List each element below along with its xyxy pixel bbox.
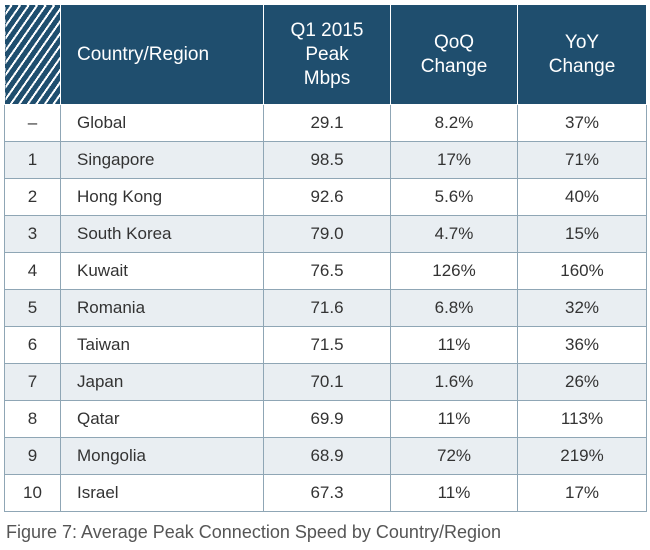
peak-mbps-cell: 68.9: [263, 437, 391, 475]
yoy-change-cell: 160%: [517, 252, 647, 290]
yoy-change-cell: 15%: [517, 215, 647, 253]
rank-cell: 4: [4, 252, 61, 290]
peak-mbps-cell: 69.9: [263, 400, 391, 438]
qoq-change-cell: 11%: [390, 474, 518, 512]
country-cell: Mongolia: [60, 437, 264, 475]
qoq-header-line: QoQ: [433, 31, 475, 53]
yoy-change-cell: 71%: [517, 141, 647, 179]
peak-mbps-cell: 71.5: [263, 326, 391, 364]
rank-cell: 7: [4, 363, 61, 401]
yoy-change-cell: 40%: [517, 178, 647, 216]
figure-caption: Figure 7: Average Peak Connection Speed …: [6, 522, 501, 542]
table-row: 2 Hong Kong 92.6 5.6% 40%: [4, 178, 647, 216]
qoq-change-cell: 4.7%: [390, 215, 518, 253]
rank-cell: 2: [4, 178, 61, 216]
peak-mbps-column-header: Q1 2015 Peak Mbps: [263, 4, 391, 105]
rank-cell: 3: [4, 215, 61, 253]
yoy-change-cell: 26%: [517, 363, 647, 401]
table-row: 4 Kuwait 76.5 126% 160%: [4, 252, 647, 290]
table-row: 8 Qatar 69.9 11% 113%: [4, 400, 647, 438]
qoq-change-cell: 72%: [390, 437, 518, 475]
table-row: 5 Romania 71.6 6.8% 32%: [4, 289, 647, 327]
country-cell: Japan: [60, 363, 264, 401]
yoy-change-cell: 32%: [517, 289, 647, 327]
table-row: 6 Taiwan 71.5 11% 36%: [4, 326, 647, 364]
peak-header-line: Peak: [305, 43, 349, 65]
table-row: 10 Israel 67.3 11% 17%: [4, 474, 647, 512]
yoy-header-line: Change: [548, 55, 616, 77]
peak-mbps-cell: 92.6: [263, 178, 391, 216]
country-cell: Qatar: [60, 400, 264, 438]
rank-cell: 1: [4, 141, 61, 179]
header-row: Country/Region Q1 2015 Peak Mbps QoQ Cha…: [4, 4, 647, 105]
qoq-change-cell: 17%: [390, 141, 518, 179]
country-cell: Singapore: [60, 141, 264, 179]
country-cell: Hong Kong: [60, 178, 264, 216]
country-cell: Taiwan: [60, 326, 264, 364]
rank-cell: 5: [4, 289, 61, 327]
yoy-change-cell: 113%: [517, 400, 647, 438]
peak-mbps-cell: 29.1: [263, 104, 391, 142]
qoq-header-line: Change: [420, 55, 488, 77]
country-cell: South Korea: [60, 215, 264, 253]
qoq-change-cell: 1.6%: [390, 363, 518, 401]
qoq-change-column-header: QoQ Change: [390, 4, 518, 105]
peak-mbps-cell: 67.3: [263, 474, 391, 512]
peak-mbps-cell: 71.6: [263, 289, 391, 327]
table-header: Country/Region Q1 2015 Peak Mbps QoQ Cha…: [4, 4, 647, 105]
rank-cell: 9: [4, 437, 61, 475]
yoy-change-cell: 37%: [517, 104, 647, 142]
qoq-change-cell: 126%: [390, 252, 518, 290]
table-row: 1 Singapore 98.5 17% 71%: [4, 141, 647, 179]
rank-cell: 6: [4, 326, 61, 364]
peak-mbps-cell: 98.5: [263, 141, 391, 179]
rank-cell: 8: [4, 400, 61, 438]
country-cell: Kuwait: [60, 252, 264, 290]
peak-speed-table: Country/Region Q1 2015 Peak Mbps QoQ Cha…: [4, 4, 647, 512]
qoq-change-cell: 8.2%: [390, 104, 518, 142]
rank-header-hatch: [4, 4, 61, 105]
yoy-change-cell: 219%: [517, 437, 647, 475]
table-row: 3 South Korea 79.0 4.7% 15%: [4, 215, 647, 253]
peak-header-line: Mbps: [303, 67, 351, 89]
yoy-header-line: YoY: [564, 31, 600, 53]
qoq-change-cell: 5.6%: [390, 178, 518, 216]
peak-header-line: Q1 2015: [290, 19, 364, 41]
qoq-change-cell: 11%: [390, 400, 518, 438]
peak-mbps-cell: 70.1: [263, 363, 391, 401]
rank-cell: 10: [4, 474, 61, 512]
qoq-change-cell: 6.8%: [390, 289, 518, 327]
yoy-change-cell: 17%: [517, 474, 647, 512]
country-cell: Israel: [60, 474, 264, 512]
country-column-header: Country/Region: [60, 4, 264, 105]
table-body: – Global 29.1 8.2% 37% 1 Singapore 98.5 17% 71% 2 H…: [4, 104, 647, 512]
qoq-change-cell: 11%: [390, 326, 518, 364]
table-row: 7 Japan 70.1 1.6% 26%: [4, 363, 647, 401]
peak-mbps-cell: 76.5: [263, 252, 391, 290]
table-row: – Global 29.1 8.2% 37%: [4, 104, 647, 142]
rank-cell: –: [4, 104, 61, 142]
table-row: 9 Mongolia 68.9 72% 219%: [4, 437, 647, 475]
yoy-change-column-header: YoY Change: [517, 4, 647, 105]
country-cell: Global: [60, 104, 264, 142]
peak-mbps-cell: 79.0: [263, 215, 391, 253]
country-cell: Romania: [60, 289, 264, 327]
yoy-change-cell: 36%: [517, 326, 647, 364]
data-table-container: Country/Region Q1 2015 Peak Mbps QoQ Cha…: [4, 4, 647, 512]
